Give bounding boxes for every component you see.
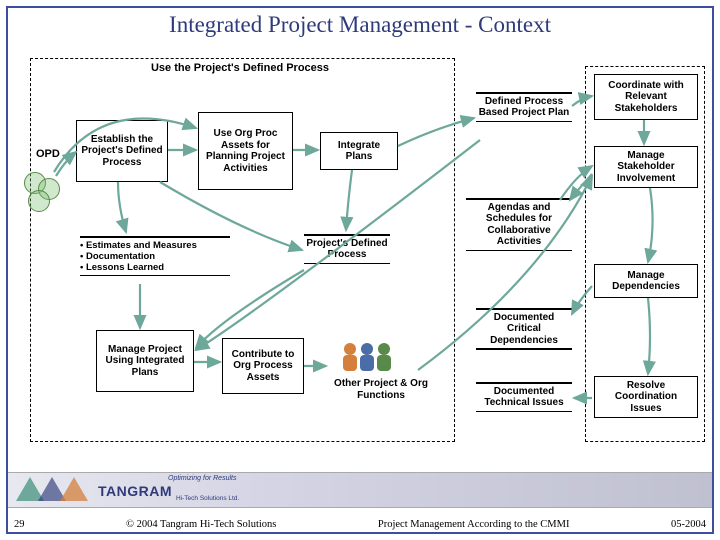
left-process-title: Use the Project's Defined Process (120, 62, 360, 74)
box-contribute: Contribute to Org Process Assets (222, 338, 304, 394)
brand-name: TANGRAM (98, 483, 172, 499)
brand-triangle-icon (60, 477, 88, 501)
doc-title: Project Management According to the CMMI (378, 519, 570, 530)
brand-tagline: Optimizing for Results (168, 475, 236, 482)
opd-icon (20, 172, 64, 216)
box-label: Use Org Proc Assets for Planning Project… (202, 128, 289, 174)
ds-label: Agendas and Schedules for Collaborative … (466, 202, 572, 248)
ds-crit-dep: Documented Critical Dependencies (476, 306, 572, 352)
ds-label: Documented Technical Issues (476, 386, 572, 409)
bullet: • Documentation (80, 251, 230, 262)
box-label: Coordinate with Relevant Stakeholders (598, 80, 694, 115)
box-label: Resolve Coordination Issues (598, 380, 694, 415)
ds-label: Other Project & Org Functions (326, 378, 436, 401)
opd-label: OPD (36, 148, 60, 160)
page-number: 29 (14, 519, 25, 530)
box-label: Manage Dependencies (598, 270, 694, 293)
box-label: Manage Stakeholder Involvement (598, 150, 694, 185)
date: 05-2004 (671, 519, 706, 530)
box-coord: Coordinate with Relevant Stakeholders (594, 74, 698, 120)
ds-pdp: Project's Defined Process (304, 232, 390, 266)
ds-label: Defined Process Based Project Plan (476, 96, 572, 119)
ds-agendas: Agendas and Schedules for Collaborative … (466, 196, 572, 253)
ds-other-funcs: Other Project & Org Functions (326, 378, 436, 401)
copyright: © 2004 Tangram Hi-Tech Solutions (126, 519, 276, 530)
ds-tech-issues: Documented Technical Issues (476, 380, 572, 414)
ds-label: Project's Defined Process (304, 238, 390, 261)
bullet: • Estimates and Measures (80, 240, 230, 251)
bullet: • Lessons Learned (80, 262, 230, 273)
ds-label: Documented Critical Dependencies (476, 312, 572, 347)
box-integrate: Integrate Plans (320, 132, 398, 170)
box-dependencies: Manage Dependencies (594, 264, 698, 298)
ds-plan: Defined Process Based Project Plan (476, 90, 572, 124)
box-manage-using: Manage Project Using Integrated Plans (96, 330, 194, 392)
box-label: Contribute to Org Process Assets (226, 349, 300, 384)
box-use-assets: Use Org Proc Assets for Planning Project… (198, 112, 293, 190)
box-stakeholder-involvement: Manage Stakeholder Involvement (594, 146, 698, 188)
brand-subtext: Hi-Tech Solutions Ltd. (176, 495, 239, 502)
footer-row: 29 © 2004 Tangram Hi-Tech Solutions Proj… (0, 519, 720, 530)
box-resolve: Resolve Coordination Issues (594, 376, 698, 418)
slide-title: Integrated Project Management - Context (0, 12, 720, 38)
box-establish: Establish the Project's Defined Process (76, 120, 168, 182)
box-label: Manage Project Using Integrated Plans (100, 344, 190, 379)
people-icon (338, 340, 396, 374)
footer-bar: TANGRAM Hi-Tech Solutions Ltd. Optimizin… (8, 472, 712, 508)
box-label: Integrate Plans (324, 140, 394, 163)
box-label: Establish the Project's Defined Process (80, 134, 164, 169)
ds-bullets: • Estimates and Measures • Documentation… (80, 234, 230, 278)
